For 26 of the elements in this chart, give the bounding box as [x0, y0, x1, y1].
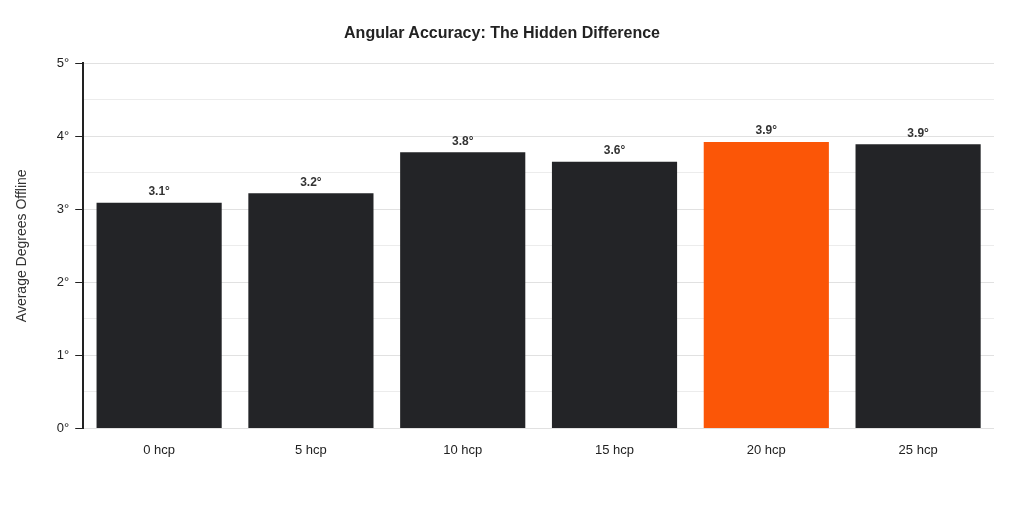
y-tick-label: 5°	[56, 54, 70, 70]
x-tick-label: 0 hcp	[143, 441, 176, 457]
y-tick-label: 4°	[56, 127, 70, 143]
data-label: 3.2°	[300, 174, 322, 189]
y-tick-label: 3°	[56, 200, 70, 216]
data-label: 3.9°	[907, 125, 930, 140]
data-label: 3.9°	[755, 123, 778, 138]
bar	[248, 193, 374, 428]
bar	[703, 142, 829, 428]
x-tick-label: 20 hcp	[746, 441, 786, 457]
data-label: 3.6°	[603, 143, 626, 158]
x-tick-label: 10 hcp	[443, 441, 483, 457]
bar	[400, 152, 526, 428]
y-tick-label: 1°	[56, 346, 70, 362]
chart-title: Angular Accuracy: The Hidden Difference	[344, 24, 661, 42]
data-label: 3.1°	[148, 184, 171, 199]
data-label: 3.8°	[451, 133, 474, 148]
bar	[855, 144, 981, 428]
x-tick-label: 25 hcp	[898, 441, 938, 457]
x-tick-label: 5 hcp	[295, 441, 327, 457]
y-tick-label: 0°	[56, 419, 70, 435]
bar	[551, 161, 678, 428]
y-axis-title: Average Degrees Offline	[13, 169, 30, 323]
y-tick-label: 2°	[56, 273, 70, 289]
x-tick-label: 15 hcp	[594, 441, 635, 457]
bar	[96, 202, 222, 428]
